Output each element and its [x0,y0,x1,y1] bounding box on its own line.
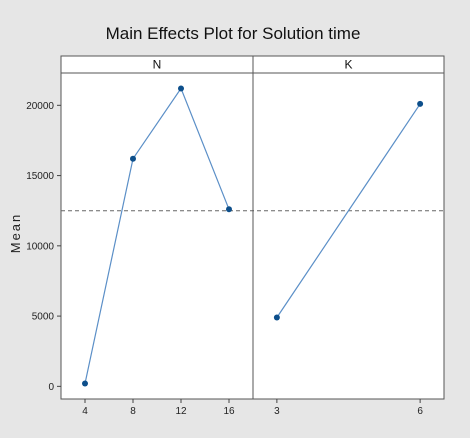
x-tick-label: 4 [82,406,88,417]
x-tick-label: 6 [417,406,423,417]
data-point [226,206,232,213]
panel-strip-label: K [344,58,352,72]
x-tick-label: 16 [223,406,235,417]
y-tick-label: 0 [48,382,54,393]
data-point [130,155,136,162]
data-point [273,314,280,321]
y-axis-label: Mean [8,213,23,254]
panel-k: K 3 6 [252,55,445,417]
data-point [178,85,184,92]
y-axis: 0 5000 10000 15000 20000 [26,101,61,393]
data-point [82,380,88,387]
panel-strip-label: N [153,58,162,72]
y-tick-label: 20000 [26,101,54,112]
y-tick-label: 5000 [32,312,55,323]
data-point [417,100,424,107]
series-line-n [84,87,230,384]
panels: N 4 8 12 16 K 3 6 [60,55,445,417]
y-tick-label: 10000 [26,241,54,252]
chart-title: Main Effects Plot for Solution time [106,24,361,43]
series-line-k [276,103,421,318]
x-tick-label: 3 [274,406,280,417]
panel-n: N 4 8 12 16 [60,55,254,417]
y-tick-label: 15000 [26,171,54,182]
x-tick-label: 12 [175,406,187,417]
x-tick-label: 8 [130,406,136,417]
